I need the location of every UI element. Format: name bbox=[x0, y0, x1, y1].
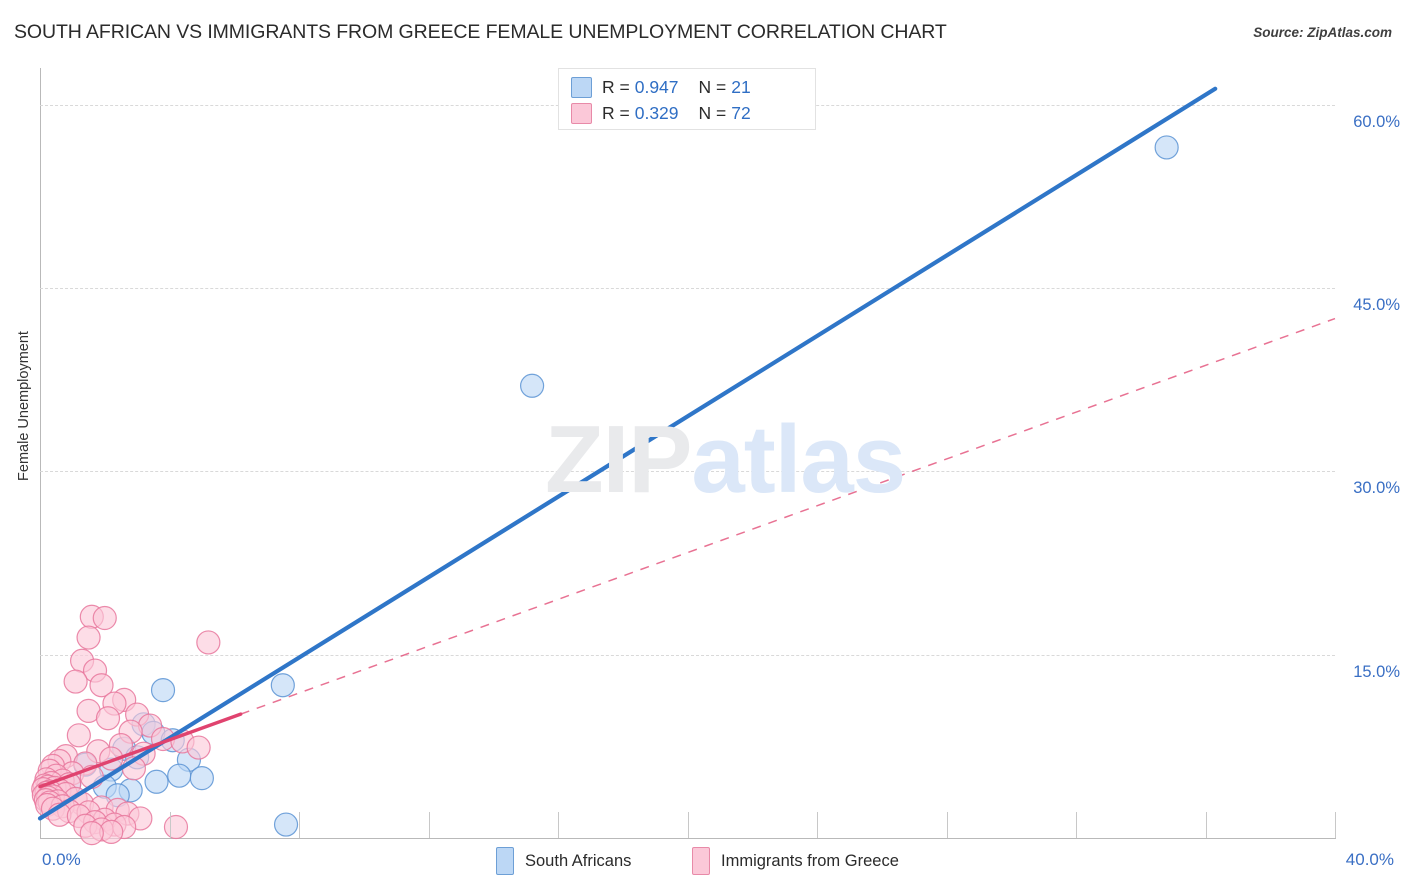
data-point bbox=[520, 373, 545, 398]
r-value-blue: 0.947 bbox=[634, 76, 679, 97]
y-axis-tick-label: 30.0% bbox=[1353, 479, 1400, 498]
plot-area bbox=[31, 68, 1336, 846]
data-point bbox=[163, 814, 189, 840]
r-label-blue: R = bbox=[602, 76, 630, 97]
data-point bbox=[92, 605, 117, 631]
trendline-immigrants-greece-dashed bbox=[240, 317, 1336, 715]
stats-legend-row-pink: R = 0.329 N = 72 bbox=[571, 100, 751, 126]
data-point bbox=[95, 706, 121, 731]
data-point bbox=[270, 673, 295, 698]
data-point bbox=[76, 625, 101, 650]
series-points-south-africans bbox=[44, 135, 1179, 837]
x-axis-tick bbox=[299, 812, 300, 838]
n-value-pink: 72 bbox=[731, 102, 751, 123]
n-label-blue: N = bbox=[698, 76, 727, 97]
series-label-immigrants-greece: Immigrants from Greece bbox=[721, 851, 899, 870]
page-title: SOUTH AFRICAN VS IMMIGRANTS FROM GREECE … bbox=[14, 21, 947, 43]
y-axis-tick-label: 15.0% bbox=[1353, 662, 1400, 681]
gridline bbox=[40, 654, 1335, 656]
stats-legend: R = 0.947 N = 21 R = 0.329 N = 72 bbox=[558, 68, 816, 130]
x-axis-tick bbox=[428, 812, 430, 838]
gridline bbox=[40, 471, 1335, 473]
x-axis-line bbox=[40, 838, 1336, 839]
y-axis-tick-label: 45.0% bbox=[1353, 296, 1400, 314]
data-point bbox=[63, 669, 88, 694]
data-point bbox=[79, 821, 104, 846]
data-point bbox=[196, 630, 221, 655]
data-point bbox=[186, 735, 211, 760]
data-point bbox=[273, 812, 299, 837]
data-point bbox=[144, 769, 169, 794]
n-label-pink: N = bbox=[698, 102, 727, 123]
data-point bbox=[150, 678, 176, 703]
legend-swatch-south-africans bbox=[571, 76, 592, 98]
data-point bbox=[1154, 135, 1179, 160]
series-legend-immigrants-greece[interactable]: Immigrants from Greece bbox=[692, 847, 899, 875]
x-axis-tick bbox=[817, 812, 818, 838]
data-point bbox=[89, 673, 114, 698]
legend-swatch-immigrants-greece bbox=[571, 102, 592, 124]
series-chip-south-africans bbox=[496, 847, 514, 875]
source-attribution: Source: ZipAtlas.com bbox=[1253, 25, 1392, 40]
x-axis-tick bbox=[558, 812, 559, 838]
series-legend-south-africans[interactable]: South Africans bbox=[496, 847, 632, 875]
x-axis-min-label: 0.0% bbox=[42, 850, 81, 869]
y-axis-tick-label: 60.0% bbox=[1353, 112, 1400, 131]
x-axis-tick bbox=[169, 812, 171, 838]
n-value-blue: 21 bbox=[731, 76, 751, 97]
y-axis-line bbox=[40, 68, 41, 838]
y-axis-title: Female Unemployment bbox=[12, 0, 36, 892]
gridline bbox=[40, 288, 1335, 289]
x-axis-max-label: 40.0% bbox=[1345, 850, 1394, 869]
data-point bbox=[167, 763, 192, 788]
x-axis-tick bbox=[687, 812, 689, 838]
r-value-pink: 0.329 bbox=[634, 102, 679, 123]
stats-legend-row-blue: R = 0.947 N = 21 bbox=[571, 74, 751, 100]
x-axis-tick bbox=[1076, 812, 1077, 838]
trendline-immigrants-greece-solid bbox=[38, 712, 243, 789]
data-point bbox=[66, 723, 91, 748]
x-axis-tick bbox=[1205, 812, 1207, 838]
data-point bbox=[189, 766, 214, 791]
y-axis-title-label: Female Unemployment bbox=[16, 331, 32, 481]
series-chip-immigrants-greece bbox=[692, 847, 710, 875]
series-label-south-africans: South Africans bbox=[525, 851, 632, 870]
data-layer bbox=[31, 86, 1336, 846]
r-label-pink: R = bbox=[602, 102, 630, 123]
trendline-south-africans bbox=[37, 86, 1218, 821]
x-axis-tick bbox=[1335, 812, 1336, 838]
x-axis-tick bbox=[946, 812, 948, 838]
